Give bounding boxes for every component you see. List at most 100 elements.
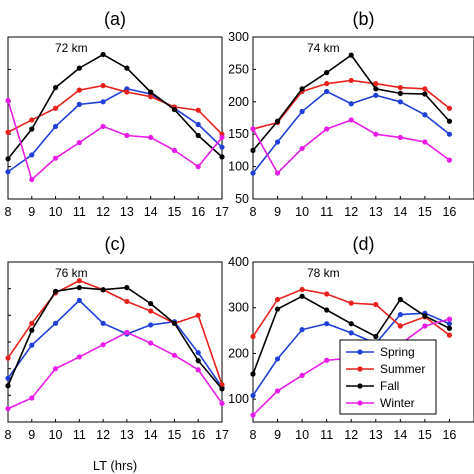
panel-title: (d) [353,234,375,254]
data-point-winter [250,126,256,132]
y-tick-label: 100 [228,392,249,406]
altitude-annotation: 76 km [55,266,88,280]
data-point-winter [100,123,106,130]
data-point-summer [348,300,354,306]
x-tick-label: 12 [96,205,110,219]
data-point-fall [5,383,11,389]
x-tick-label: 10 [49,205,63,219]
data-point-fall [250,371,256,377]
data-point-winter [299,372,305,378]
x-tick-label: 8 [250,205,257,219]
data-point-fall [373,86,379,92]
data-point-fall [446,118,453,124]
series-line-summer [7,279,223,385]
data-point-winter [324,357,330,363]
data-point-summer [195,107,201,113]
panel-title: (a) [104,9,126,29]
data-point-spring [52,320,59,326]
x-tick-label: 15 [167,205,181,219]
x-tick-label: 9 [274,428,281,442]
data-point-summer [446,332,453,338]
y-tick-label: 400 [228,255,249,269]
data-point-summer [274,296,281,303]
legend-label-summer: Summer [380,362,425,376]
x-tick-label: 14 [144,205,158,219]
data-point-winter [124,329,130,335]
data-point-winter [171,147,178,153]
data-point-spring [446,131,453,137]
data-point-spring [100,320,106,326]
data-point-winter [219,400,225,406]
data-point-spring [52,123,59,130]
data-point-fall [299,86,305,92]
data-point-winter [171,352,178,358]
data-point-spring [274,356,281,362]
legend-marker-winter [357,400,363,406]
data-point-spring [29,342,35,348]
panel-a: (a) 8 9 10 11 12 13 14 15 16 17 72 km [5,9,229,219]
data-point-fall [219,154,225,160]
x-tick-label: 15 [418,428,432,442]
axes-box [252,36,474,200]
data-point-winter [195,367,201,373]
x-tick-label: 8 [5,205,12,219]
data-point-winter [422,323,428,329]
data-point-summer [299,286,305,293]
data-point-fall [29,126,35,132]
data-point-winter [219,134,225,141]
x-tick-label: 14 [144,428,158,442]
data-point-spring [195,121,201,128]
data-point-fall [195,132,201,139]
x-tick-label: 9 [28,205,35,219]
x-tick-label: 10 [295,428,309,442]
altitude-annotation: 74 km [307,41,340,55]
data-point-summer [5,355,11,361]
data-point-fall [76,285,82,291]
data-point-spring [299,327,305,333]
data-point-summer [422,86,428,92]
data-point-summer [124,298,130,305]
data-point-spring [5,375,11,381]
data-point-fall [274,118,281,124]
y-tick-label: 300 [228,30,249,44]
data-point-fall [348,52,354,58]
data-point-fall [219,386,225,392]
x-tick-label: 16 [191,205,205,219]
data-point-summer [373,301,379,308]
data-point-winter [446,157,453,163]
data-point-spring [348,101,354,107]
y-tick-label: 300 [228,301,249,315]
data-point-summer [52,105,59,111]
data-point-fall [29,327,35,333]
data-point-spring [195,350,201,356]
x-tick-label: 11 [320,205,333,219]
data-point-spring [148,322,154,328]
data-point-spring [324,88,330,95]
panel-title: (c) [105,234,126,254]
data-point-spring [422,112,428,118]
data-point-fall [100,287,106,293]
x-axis-label: LT (hrs) [93,458,137,473]
altitude-annotation: 78 km [307,266,340,280]
data-point-winter [195,164,201,170]
data-point-winter [29,176,35,183]
series-line-spring [7,299,223,388]
data-point-spring [397,311,403,318]
series-line-winter [252,119,450,175]
data-point-fall [397,90,403,96]
data-point-spring [348,330,354,336]
legend: Spring Summer Fall Winter [339,339,437,415]
x-tick-label: 14 [393,428,407,442]
panel-c: (c) 8 9 10 11 12 13 14 15 16 17 76 km [5,234,229,442]
data-point-fall [148,301,154,307]
data-point-summer [29,320,35,326]
data-point-winter [52,366,59,372]
data-point-summer [324,81,330,87]
data-point-winter [52,155,59,161]
x-tick-label: 16 [191,428,205,442]
data-point-spring [397,99,403,105]
data-point-fall [397,296,403,303]
data-point-fall [422,91,428,97]
data-point-summer [76,278,82,284]
